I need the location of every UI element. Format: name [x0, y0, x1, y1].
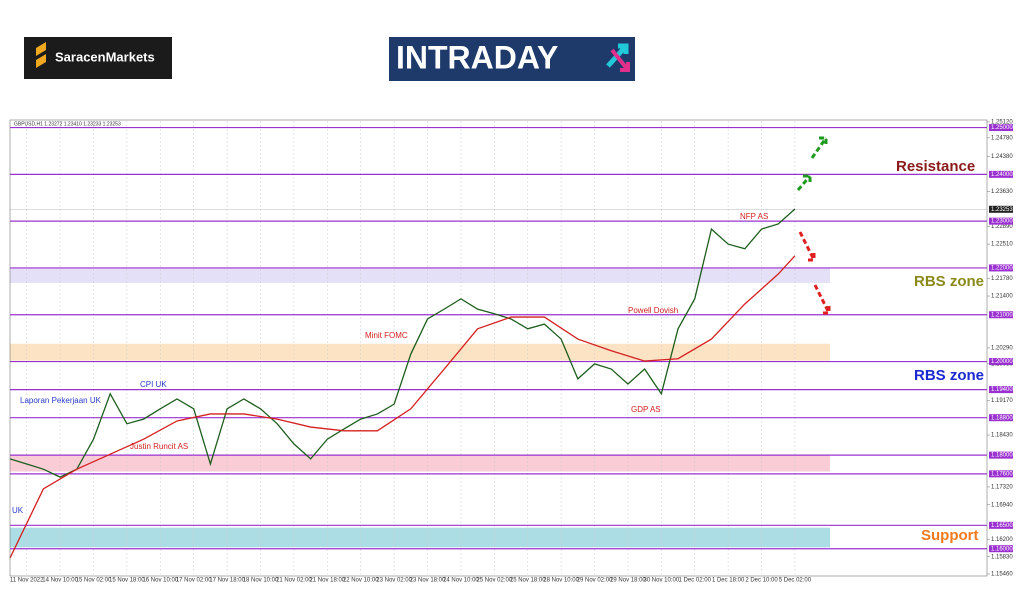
zone-label: RBS zone [914, 367, 984, 384]
level-label: 1.19400 [991, 387, 1013, 393]
zone-label: RBS zone [914, 273, 984, 290]
y-tick-label: 1.21400 [991, 294, 1013, 300]
y-tick-label: 1.25120 [991, 120, 1013, 126]
level-label: 1.22000 [991, 266, 1013, 272]
x-tick-label: 15 Nov 18:00 [109, 578, 145, 584]
current-tag [989, 205, 1013, 213]
x-tick-label: 28 Nov 10:00 [543, 578, 579, 584]
x-tick-label: 17 Nov 02:00 [176, 578, 212, 584]
level-tag [989, 545, 1013, 553]
x-tick-label: 1 Dec 02:00 [679, 578, 712, 584]
y-tick-label: 1.16200 [991, 537, 1013, 543]
level-tag [989, 170, 1013, 178]
level-label: 1.25000 [991, 125, 1013, 131]
brand-box [24, 37, 172, 79]
x-tick-label: 17 Nov 18:00 [209, 578, 245, 584]
x-tick-label: 25 Nov 02:00 [476, 578, 512, 584]
level-tag [989, 386, 1013, 394]
x-tick-label: 2 Dec 10:00 [745, 578, 778, 584]
plot-frame [9, 119, 988, 577]
x-tick-label: 11 Nov 2022 [10, 578, 44, 584]
brand-name: SaracenMarkets [55, 49, 155, 64]
annotation: Justin Runcit AS [130, 442, 188, 451]
level-tag [989, 414, 1013, 422]
x-tick-label: 30 Nov 10:00 [643, 578, 679, 584]
x-tick-label: 24 Nov 10:00 [443, 578, 479, 584]
zone [10, 527, 830, 548]
zone [10, 455, 830, 472]
y-tick-label: 1.22890 [991, 224, 1013, 230]
zone-label: Support [921, 527, 979, 544]
x-tick-label: 16 Nov 10:00 [142, 578, 178, 584]
x-tick-label: 23 Nov 02:00 [376, 578, 412, 584]
annotation: Laporan Pekerjaan UK [20, 396, 102, 405]
y-tick-label: 1.21780 [991, 276, 1013, 282]
forecast-arrows [796, 136, 831, 315]
level-tag [989, 124, 1013, 132]
level-tag [989, 470, 1013, 478]
price-line [9, 255, 796, 559]
level-tag [989, 311, 1013, 319]
logo-arrow [610, 48, 630, 72]
logo-text: INTRADAY [396, 39, 558, 75]
level-tag [989, 217, 1013, 225]
y-tick-label: 1.24380 [991, 154, 1013, 160]
level-tag [989, 521, 1013, 529]
level-label: 1.18800 [991, 415, 1013, 421]
zone-label: Resistance [896, 158, 975, 175]
x-tick-label: 1 Dec 18:00 [712, 578, 745, 584]
x-tick-label: 5 Dec 02:00 [779, 578, 812, 584]
y-tick-label: 1.23630 [991, 189, 1013, 195]
y-tick-label: 1.16940 [991, 502, 1013, 508]
x-tick-label: 29 Nov 18:00 [610, 578, 646, 584]
logo-box [389, 37, 635, 81]
annotation: CPI UK [140, 380, 167, 389]
level-label: 1.18000 [991, 453, 1013, 459]
level-tag [989, 264, 1013, 272]
annotation: UK [12, 506, 24, 515]
zone [10, 267, 830, 283]
x-tick-label: 23 Nov 18:00 [410, 578, 446, 584]
level-tag [989, 451, 1013, 459]
x-tick-label: 29 Nov 02:00 [577, 578, 613, 584]
annotation: Powell Dovish [628, 306, 678, 315]
level-tag [989, 358, 1013, 366]
level-label: 1.17600 [991, 471, 1013, 477]
annotation: NFP AS [740, 212, 768, 221]
price-line [9, 208, 796, 478]
y-tick-label: 1.17320 [991, 485, 1013, 491]
y-tick-label: 1.15830 [991, 554, 1013, 560]
level-label: 1.16500 [991, 523, 1013, 529]
y-tick-label: 1.15460 [991, 572, 1013, 578]
x-tick-label: 25 Nov 18:00 [510, 578, 546, 584]
x-tick-label: 15 Nov 02:00 [76, 578, 112, 584]
current-price: 1.23253 [991, 207, 1013, 213]
level-label: 1.20000 [991, 359, 1013, 365]
y-tick-label: 1.18430 [991, 433, 1013, 439]
brand-icon [36, 42, 46, 68]
level-label: 1.16000 [991, 546, 1013, 552]
y-tick-label: 1.24780 [991, 135, 1013, 141]
annotation: Minit FOMC [365, 331, 408, 340]
x-tick-label: 21 Nov 18:00 [309, 578, 345, 584]
zone [10, 343, 830, 361]
y-tick-label: 1.20290 [991, 346, 1013, 352]
x-tick-label: 22 Nov 10:00 [343, 578, 379, 584]
x-tick-label: 21 Nov 02:00 [276, 578, 312, 584]
annotation: GDP AS [631, 405, 661, 414]
chart-title: GBPUSD,H1 1.23272 1.23410 1.23233 1.2325… [14, 121, 121, 127]
level-label: 1.23000 [991, 219, 1013, 225]
level-label: 1.21000 [991, 312, 1013, 318]
level-label: 1.24000 [991, 172, 1013, 178]
y-tick-label: 1.22510 [991, 242, 1013, 248]
y-tick-label: 1.19170 [991, 398, 1013, 404]
x-tick-label: 18 Nov 10:00 [243, 578, 279, 584]
x-tick-label: 14 Nov 10:00 [42, 578, 78, 584]
